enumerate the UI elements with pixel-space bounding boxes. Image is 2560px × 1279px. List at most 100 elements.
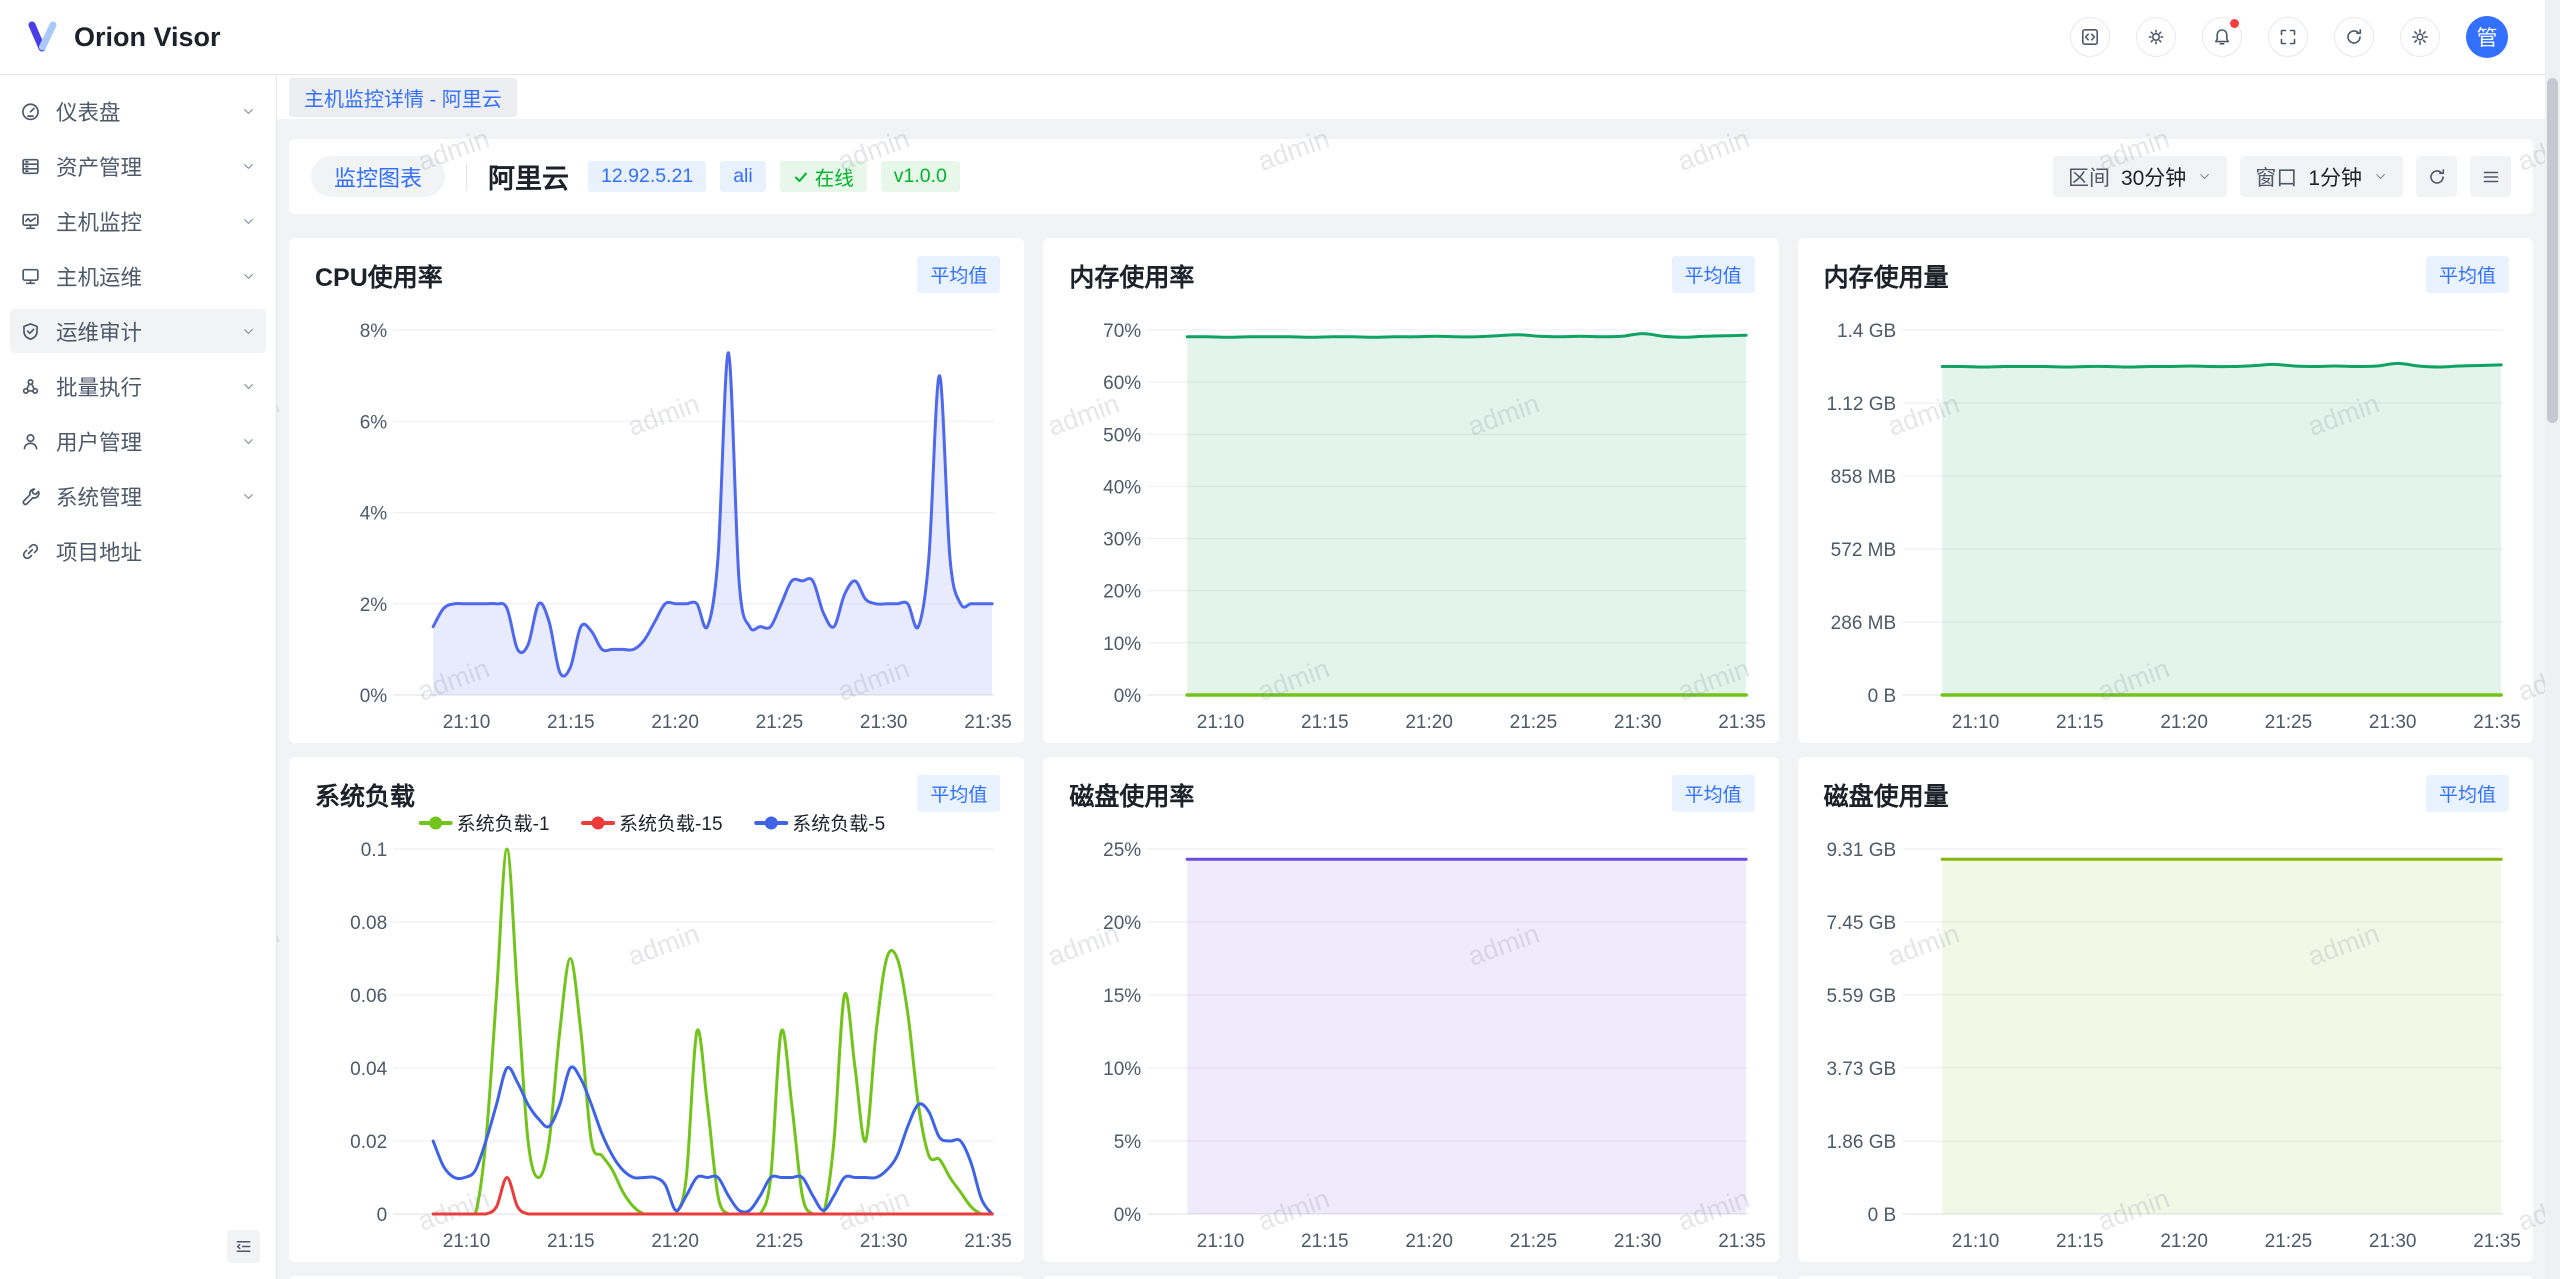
- svg-text:21:10: 21:10: [1197, 712, 1245, 733]
- svg-text:8%: 8%: [360, 321, 388, 342]
- sidebar-item-batch[interactable]: 批量执行: [10, 364, 266, 408]
- sidebar-item-users[interactable]: 用户管理: [10, 419, 266, 463]
- scrollbar-thumb[interactable]: [2547, 78, 2558, 423]
- svg-text:572 MB: 572 MB: [1830, 540, 1895, 561]
- sidebar-item-label: 项目地址: [56, 536, 142, 567]
- interval-select[interactable]: 区间 30分钟: [2053, 156, 2227, 197]
- link-icon: [20, 541, 41, 562]
- svg-text:21:25: 21:25: [1510, 1231, 1558, 1252]
- sidebar-item-assets[interactable]: 资产管理: [10, 144, 266, 188]
- chart-title: 内存使用率: [1069, 258, 1194, 294]
- svg-text:0.02: 0.02: [350, 1132, 387, 1153]
- theme-button[interactable]: [2136, 17, 2176, 57]
- code-button[interactable]: [2070, 17, 2110, 57]
- disk-amount-card: 磁盘使用量 平均值 0 B1.86 GB3.73 GB5.59 GB7.45 G…: [1798, 757, 2533, 1262]
- menu-icon: [2481, 167, 2501, 187]
- svg-text:0 B: 0 B: [1867, 1205, 1896, 1226]
- bell-icon: [2212, 27, 2232, 47]
- memory-rate-card: 内存使用率 平均值 0%10%20%30%40%50%60%70%21:1021…: [1043, 238, 1778, 743]
- svg-text:6%: 6%: [360, 412, 388, 433]
- settings-button[interactable]: [2400, 17, 2440, 57]
- navbar-actions: 管: [2070, 16, 2534, 58]
- svg-text:21:20: 21:20: [1406, 1231, 1454, 1252]
- average-badge: 平均值: [2426, 775, 2509, 812]
- disk-amount-chart: 0 B1.86 GB3.73 GB5.59 GB7.45 GB9.31 GB21…: [1798, 757, 2533, 1262]
- window-select[interactable]: 窗口 1分钟: [2240, 156, 2403, 197]
- fullscreen-button[interactable]: [2268, 17, 2308, 57]
- top-navbar: Orion Visor 管: [0, 0, 2560, 75]
- fullscreen-icon: [2278, 27, 2298, 47]
- sidebar-item-system[interactable]: 系统管理: [10, 474, 266, 518]
- sidebar-item-label: 主机监控: [56, 206, 142, 237]
- svg-text:21:10: 21:10: [1951, 712, 1999, 733]
- svg-text:4%: 4%: [360, 504, 388, 525]
- svg-text:20%: 20%: [1103, 913, 1141, 934]
- notifications-button[interactable]: [2202, 17, 2242, 57]
- sidebar-item-project-link[interactable]: 项目地址: [10, 529, 266, 573]
- host-code-tag: ali: [720, 161, 766, 192]
- svg-text:0: 0: [377, 1205, 388, 1226]
- svg-text:0.04: 0.04: [350, 1059, 387, 1080]
- collapse-icon: [234, 1237, 253, 1256]
- notification-dot: [2230, 19, 2239, 28]
- svg-text:21:15: 21:15: [547, 712, 595, 733]
- legend-item[interactable]: 系统负载-5: [756, 813, 885, 835]
- batch-icon: [20, 376, 41, 397]
- average-badge: 平均值: [1672, 256, 1755, 293]
- chart-title: CPU使用率: [315, 258, 443, 294]
- chevron-down-icon: [241, 434, 256, 449]
- sidebar-item-host-monitor[interactable]: 主机监控: [10, 199, 266, 243]
- svg-text:0%: 0%: [1114, 1205, 1142, 1226]
- svg-text:21:15: 21:15: [1301, 712, 1349, 733]
- sidebar-collapse-button[interactable]: [227, 1230, 260, 1263]
- orion-visor-logo-icon: [26, 21, 60, 53]
- status-badge: 在线: [780, 161, 867, 192]
- brand: Orion Visor: [26, 21, 221, 53]
- svg-text:21:35: 21:35: [1719, 1231, 1767, 1252]
- disk-rate-card: 磁盘使用率 平均值 0%5%10%15%20%25%21:1021:1521:2…: [1043, 757, 1778, 1262]
- legend-item[interactable]: 系统负载-1: [421, 813, 550, 835]
- host-monitor-icon: [20, 211, 41, 232]
- reload-charts-button[interactable]: [2416, 156, 2457, 197]
- refresh-icon: [2427, 167, 2447, 187]
- average-badge: 平均值: [917, 256, 1000, 293]
- legend-item[interactable]: 系统负载-15: [583, 813, 722, 835]
- disk-rate-chart: 0%5%10%15%20%25%21:1021:1521:2021:2521:3…: [1043, 757, 1778, 1262]
- svg-text:20%: 20%: [1103, 582, 1141, 603]
- svg-text:21:35: 21:35: [964, 712, 1012, 733]
- breadcrumb-tab[interactable]: 主机监控详情 - 阿里云: [289, 78, 517, 117]
- svg-text:21:15: 21:15: [547, 1231, 595, 1252]
- chevron-down-icon: [2373, 169, 2388, 184]
- svg-text:21:20: 21:20: [1406, 712, 1454, 733]
- svg-text:1.86 GB: 1.86 GB: [1826, 1132, 1896, 1153]
- chart-title: 内存使用量: [1824, 258, 1949, 294]
- chevron-down-icon: [241, 324, 256, 339]
- avatar[interactable]: 管: [2466, 16, 2508, 58]
- sidebar-item-host-ops[interactable]: 主机运维: [10, 254, 266, 298]
- shield-icon: [20, 321, 41, 342]
- svg-text:21:20: 21:20: [651, 712, 699, 733]
- svg-text:21:35: 21:35: [964, 1231, 1012, 1252]
- svg-text:21:30: 21:30: [1614, 712, 1662, 733]
- sidebar-item-label: 仪表盘: [56, 96, 121, 127]
- svg-text:21:25: 21:25: [756, 1231, 804, 1252]
- gear-icon: [2410, 27, 2430, 47]
- sidebar-item-audit[interactable]: 运维审计: [10, 309, 266, 353]
- svg-text:21:30: 21:30: [860, 1231, 908, 1252]
- refresh-button[interactable]: [2334, 17, 2374, 57]
- breadcrumb: 主机监控详情 - 阿里云: [277, 75, 2545, 119]
- svg-text:21:30: 21:30: [2369, 1231, 2417, 1252]
- system-load-card: 系统负载 平均值 00.020.040.060.080.121:1021:152…: [289, 757, 1024, 1262]
- dashboard-icon: [20, 101, 41, 122]
- sidebar-item-label: 用户管理: [56, 426, 142, 457]
- svg-text:7.45 GB: 7.45 GB: [1826, 913, 1896, 934]
- chart-list-button[interactable]: [2470, 156, 2511, 197]
- host-ops-icon: [20, 266, 41, 287]
- average-badge: 平均值: [917, 775, 1000, 812]
- user-icon: [20, 431, 41, 452]
- average-badge: 平均值: [2426, 256, 2509, 293]
- sidebar-item-dashboard[interactable]: 仪表盘: [10, 89, 266, 133]
- svg-text:0%: 0%: [1114, 686, 1142, 707]
- svg-text:21:35: 21:35: [2473, 712, 2521, 733]
- monitor-chart-button[interactable]: 监控图表: [311, 156, 445, 197]
